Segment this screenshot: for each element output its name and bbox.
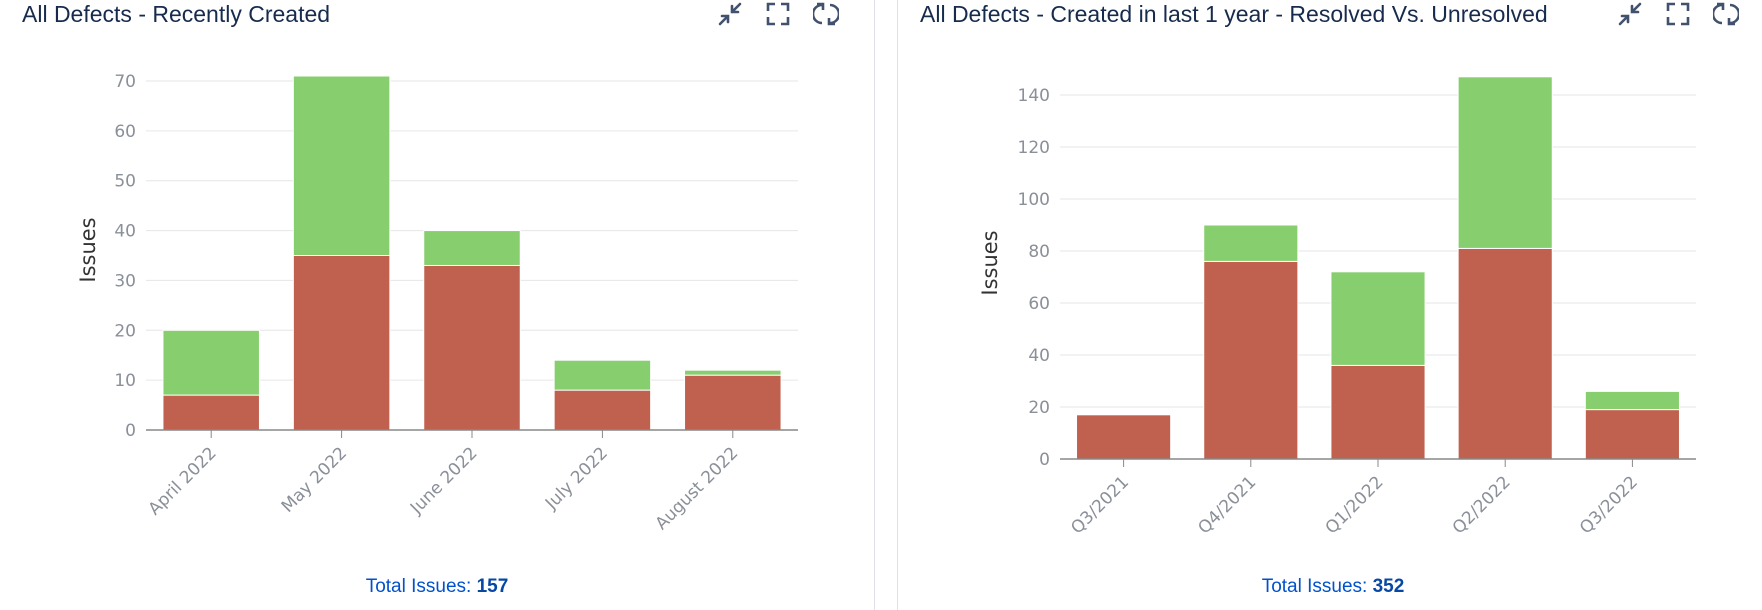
y-tick-label: 40 xyxy=(1028,346,1050,366)
fullscreen-button[interactable] xyxy=(1664,0,1692,28)
x-tick-label: April 2022 xyxy=(145,443,221,519)
divider xyxy=(874,0,875,610)
y-tick-label: 120 xyxy=(1018,138,1050,158)
bar-segment xyxy=(1076,414,1172,460)
x-tick-label: May 2022 xyxy=(278,443,351,516)
refresh-button[interactable] xyxy=(1712,0,1740,28)
refresh-icon xyxy=(1713,2,1739,26)
x-tick-label: Q4/2021 xyxy=(1194,472,1260,538)
bar-segment xyxy=(1330,271,1426,366)
x-tick-label: July 2022 xyxy=(541,443,612,514)
total-issues-label: Total Issues: xyxy=(1261,576,1368,597)
x-tick-label: Q3/2022 xyxy=(1576,472,1642,538)
y-tick-label: 60 xyxy=(114,122,136,142)
y-tick-label: 80 xyxy=(1028,242,1050,262)
refresh-button[interactable] xyxy=(812,0,840,28)
y-tick-label: 100 xyxy=(1018,190,1050,210)
bar-segment xyxy=(162,329,260,396)
y-axis-title: Issues xyxy=(76,217,100,282)
total-issues: Total Issues: 352 xyxy=(1262,576,1405,598)
bar-segment xyxy=(553,359,652,391)
y-tick-label: 70 xyxy=(114,72,136,92)
bar-segment xyxy=(1330,364,1426,460)
bar-segment xyxy=(1584,409,1680,460)
x-tick-label: August 2022 xyxy=(652,443,743,534)
bar-segment xyxy=(684,369,782,376)
y-tick-label: 140 xyxy=(1018,86,1050,106)
bar-segment xyxy=(423,230,521,266)
gadget-actions xyxy=(1616,0,1740,28)
bar-segment xyxy=(1457,247,1553,460)
bar-segment xyxy=(1203,224,1299,262)
gadget-title: All Defects - Created in last 1 year - R… xyxy=(920,1,1548,27)
divider xyxy=(897,0,898,610)
y-tick-label: 50 xyxy=(114,172,136,192)
minimize-icon xyxy=(1618,2,1642,26)
y-tick-label: 10 xyxy=(114,371,136,391)
total-issues: Total Issues: 157 xyxy=(366,576,509,598)
total-issues-link[interactable]: 352 xyxy=(1372,576,1405,597)
minimize-button[interactable] xyxy=(716,0,744,28)
bar-chart-recently-created: 0 10 20 30 40 50 60 70 Issues April 2022 May 2022 J… xyxy=(76,72,798,534)
y-tick-label: 0 xyxy=(125,421,136,441)
gadget-panel-right: All Defects - Created in last 1 year - R… xyxy=(898,0,1762,610)
minimize-button[interactable] xyxy=(1616,0,1644,28)
total-issues-link[interactable]: 157 xyxy=(476,576,509,597)
bar-segment xyxy=(162,394,260,431)
bar-segment xyxy=(684,374,782,431)
fullscreen-button[interactable] xyxy=(764,0,792,28)
bar-segment xyxy=(1584,390,1680,411)
y-tick-label: 60 xyxy=(1028,294,1050,314)
gadget-panel-left: All Defects - Recently Created 0 10 20 30 40… xyxy=(0,0,874,610)
gadget-title: All Defects - Recently Created xyxy=(22,1,331,27)
y-tick-label: 20 xyxy=(114,321,136,341)
y-tick-label: 40 xyxy=(114,222,136,242)
x-tick-label: June 2022 xyxy=(406,443,481,518)
gadget-actions xyxy=(716,0,840,28)
bar-segment xyxy=(292,75,391,256)
fullscreen-icon xyxy=(1666,2,1690,26)
y-tick-label: 20 xyxy=(1028,398,1050,418)
minimize-icon xyxy=(718,2,742,26)
bar-segment xyxy=(553,389,652,431)
x-tick-label: Q3/2021 xyxy=(1067,472,1133,538)
y-tick-label: 0 xyxy=(1039,450,1050,470)
bar-chart-resolved-vs-unresolved: 0 20 40 60 80 100 120 140 Issues Q3/2021 Q4/2021 Q1… xyxy=(978,76,1696,538)
refresh-icon xyxy=(813,2,839,26)
bar-segment xyxy=(1457,76,1553,249)
total-issues-label: Total Issues: xyxy=(365,576,472,597)
x-tick-label: Q2/2022 xyxy=(1449,472,1515,538)
fullscreen-icon xyxy=(766,2,790,26)
bar-segment xyxy=(423,264,521,431)
y-axis-title: Issues xyxy=(978,230,1002,295)
bar-segment xyxy=(1203,260,1299,460)
y-tick-label: 30 xyxy=(114,271,136,291)
bar-segment xyxy=(292,255,391,431)
x-tick-label: Q1/2022 xyxy=(1322,472,1388,538)
